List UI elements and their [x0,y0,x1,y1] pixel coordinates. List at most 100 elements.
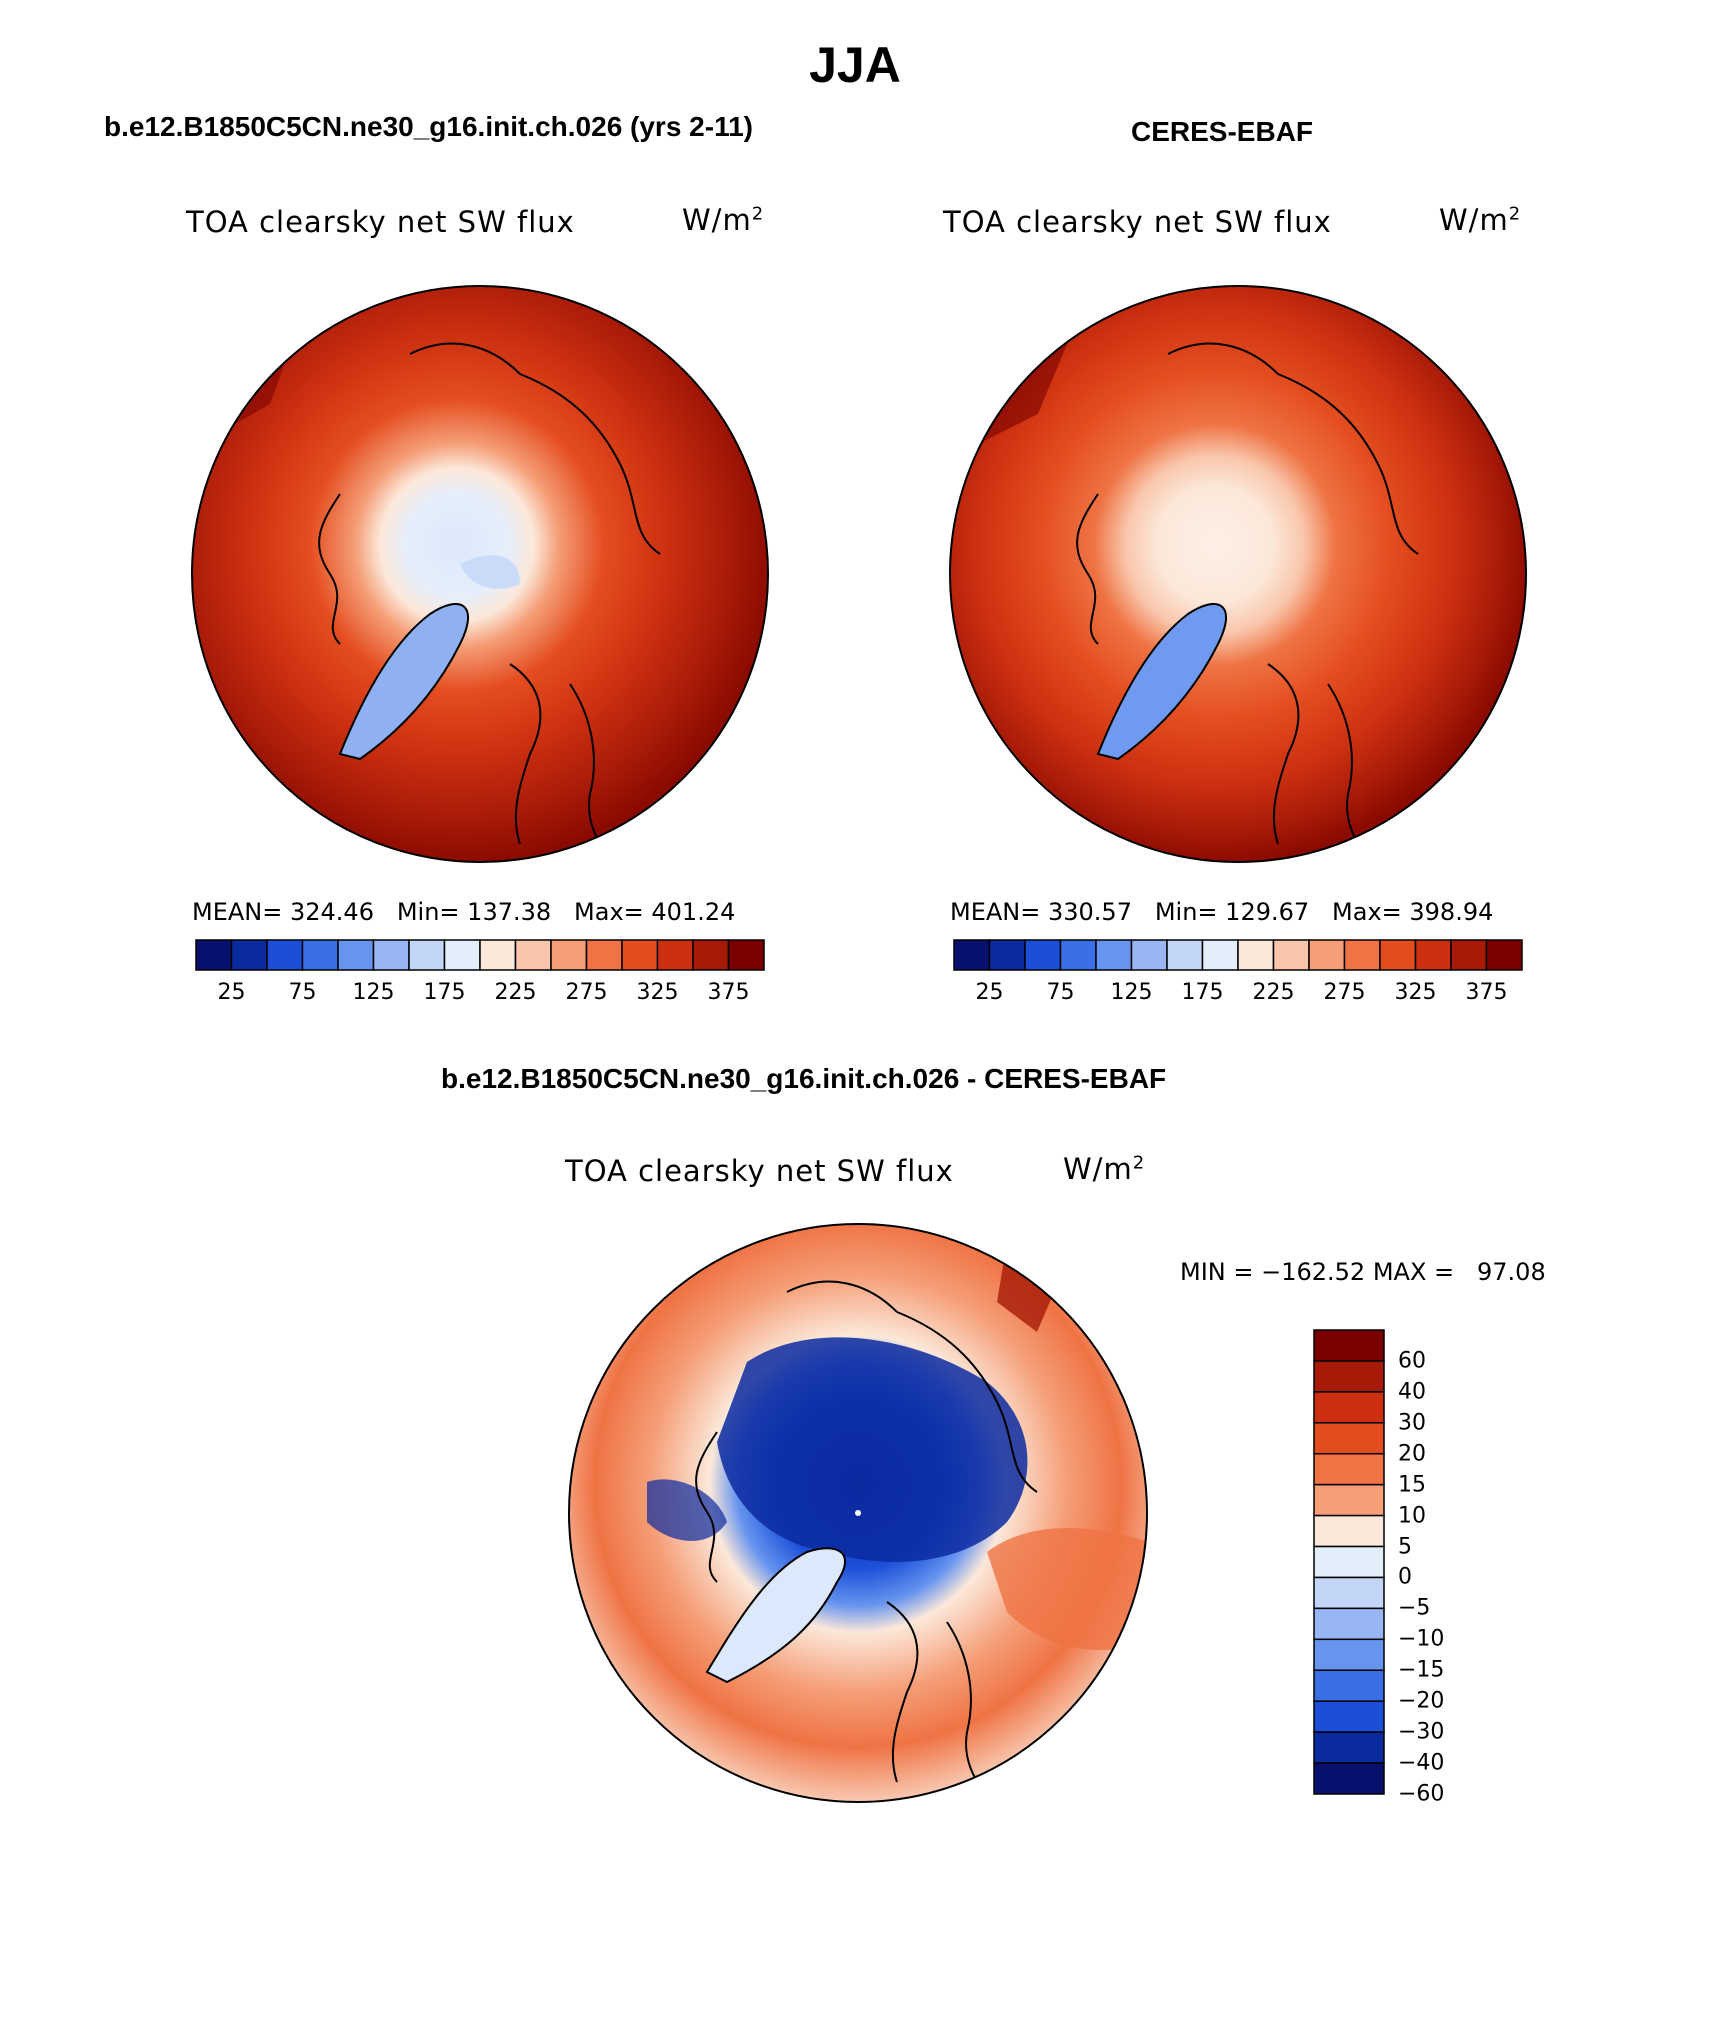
colorbar-tick-label: 75 [1046,980,1075,1005]
greenland-ice [340,604,469,759]
colorbar-swatch [1166,939,1204,971]
colorbar-swatch [337,939,375,971]
colorbar-tick-label: −10 [1398,1626,1445,1652]
colorbar-tick-label: 25 [217,980,246,1005]
panel1-units: W/m2 [682,203,765,237]
panel2-colorbar [953,939,1523,971]
colorbar-swatch [1343,939,1381,971]
colorbar-swatch [1313,1422,1385,1455]
panel1-stats: MEAN= 324.46 Min= 137.38 Max= 401.24 [192,898,736,926]
diff-units: W/m2 [1063,1152,1146,1186]
colorbar-tick-label: 225 [494,980,537,1005]
diff-case-title: b.e12.B1850C5CN.ne30_g16.init.ch.026 - C… [441,1063,1167,1094]
panel1-case-title: b.e12.B1850C5CN.ne30_g16.init.ch.026 (yr… [104,111,754,142]
colorbar-swatch [1313,1762,1385,1795]
colorbar-swatch [1237,939,1275,971]
panel1-colorbar-ticks: 25 75 125 175 225 275 325 375 [195,980,765,1010]
colorbar-tick-label: 125 [1110,980,1153,1005]
colorbar-tick-label: 60 [1398,1348,1426,1374]
colorbar-swatch [550,939,588,971]
colorbar-swatch [514,939,552,971]
colorbar-swatch [692,939,730,971]
diff-polar-map [568,1223,1148,1803]
colorbar-tick-label: 40 [1398,1379,1426,1405]
colorbar-tick-label: −15 [1398,1657,1445,1683]
colorbar-swatch [301,939,339,971]
panel2-colorbar-ticks: 25 75 125 175 225 275 325 375 [953,980,1523,1010]
colorbar-tick-label: 125 [352,980,395,1005]
greenland-ice [707,1548,846,1682]
colorbar-swatch [953,939,991,971]
colorbar-tick-label: 275 [565,980,608,1005]
panel2-plot-title: TOA clearsky net SW flux [943,205,1332,239]
colorbar-tick-label: 5 [1398,1534,1412,1560]
colorbar-swatch [1059,939,1097,971]
colorbar-swatch [1313,1360,1385,1393]
colorbar-tick-label: 20 [1398,1441,1426,1467]
colorbar-tick-label: 10 [1398,1503,1426,1529]
colorbar-swatch [1313,1607,1385,1641]
colorbar-swatch [443,939,481,971]
colorbar-swatch [1313,1638,1385,1672]
panel1-polar-map [191,285,769,863]
colorbar-swatch [1308,939,1346,971]
colorbar-swatch [479,939,517,971]
colorbar-tick-label: 30 [1398,1410,1426,1436]
colorbar-tick-label: −5 [1398,1595,1431,1621]
page-title: JJA [809,37,901,93]
diff-colorbar [1313,1329,1385,1795]
colorbar-swatch [1379,939,1417,971]
colorbar-swatch [1313,1545,1385,1579]
panel1-colorbar [195,939,765,971]
colorbar-tick-label: 225 [1252,980,1295,1005]
colorbar-tick-label: 75 [288,980,317,1005]
colorbar-swatch [1485,939,1523,971]
colorbar-swatch [1313,1483,1385,1517]
colorbar-swatch [408,939,446,971]
colorbar-tick-label: 325 [1394,980,1437,1005]
colorbar-tick-label: −20 [1398,1688,1445,1714]
diff-plot-title: TOA clearsky net SW flux [565,1154,954,1188]
colorbar-swatch [1095,939,1133,971]
colorbar-tick-label: 375 [707,980,750,1005]
colorbar-swatch [1272,939,1310,971]
colorbar-swatch [195,939,233,971]
colorbar-swatch [1313,1731,1385,1764]
colorbar-tick-label: 375 [1465,980,1508,1005]
colorbar-swatch [621,939,659,971]
colorbar-swatch [656,939,694,971]
colorbar-tick-label: −30 [1398,1719,1445,1745]
colorbar-swatch [1313,1514,1385,1548]
colorbar-tick-label: 25 [975,980,1004,1005]
colorbar-swatch [1313,1669,1385,1702]
colorbar-swatch [1313,1452,1385,1486]
colorbar-tick-label: 15 [1398,1472,1426,1498]
colorbar-swatch [988,939,1026,971]
colorbar-tick-label: −40 [1398,1750,1445,1776]
colorbar-swatch [1313,1576,1385,1610]
panel2-stats: MEAN= 330.57 Min= 129.67 Max= 398.94 [950,898,1494,926]
panel2-polar-map [949,285,1527,863]
colorbar-swatch [230,939,268,971]
colorbar-swatch [1313,1329,1385,1362]
panel1-plot-title: TOA clearsky net SW flux [186,205,575,239]
colorbar-swatch [266,939,304,971]
colorbar-swatch [1414,939,1452,971]
colorbar-swatch [1130,939,1168,971]
diff-minmax: MIN = −162.52 MAX = 97.08 [1180,1258,1546,1286]
colorbar-tick-label: 0 [1398,1564,1412,1590]
colorbar-tick-label: −60 [1398,1781,1445,1807]
colorbar-swatch [585,939,623,971]
colorbar-swatch [727,939,765,971]
colorbar-swatch [1450,939,1488,971]
colorbar-swatch [372,939,410,971]
greenland-ice [1098,604,1227,759]
colorbar-tick-label: 325 [636,980,679,1005]
panel2-units: W/m2 [1439,203,1522,237]
colorbar-swatch [1024,939,1062,971]
colorbar-tick-label: 175 [423,980,466,1005]
colorbar-tick-label: 275 [1323,980,1366,1005]
colorbar-swatch [1313,1700,1385,1733]
colorbar-swatch [1201,939,1239,971]
diff-colorbar-ticks: 60 40 30 20 15 10 5 0 −5 −10 −15 −20 −30 −40 −60 [1398,1329,1478,1806]
